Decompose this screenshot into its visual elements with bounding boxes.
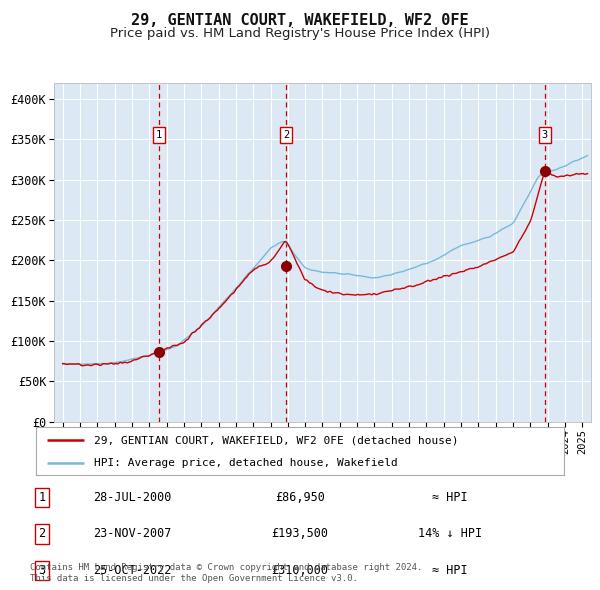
- Text: ≈ HPI: ≈ HPI: [432, 491, 468, 504]
- Text: HPI: Average price, detached house, Wakefield: HPI: Average price, detached house, Wake…: [94, 458, 398, 468]
- Text: Contains HM Land Registry data © Crown copyright and database right 2024.
This d: Contains HM Land Registry data © Crown c…: [30, 563, 422, 583]
- Text: 1: 1: [156, 130, 162, 140]
- Text: £193,500: £193,500: [271, 527, 329, 540]
- Text: 2: 2: [283, 130, 289, 140]
- Text: 3: 3: [541, 130, 548, 140]
- Text: ≈ HPI: ≈ HPI: [432, 564, 468, 577]
- Text: 29, GENTIAN COURT, WAKEFIELD, WF2 0FE: 29, GENTIAN COURT, WAKEFIELD, WF2 0FE: [131, 13, 469, 28]
- Text: 29, GENTIAN COURT, WAKEFIELD, WF2 0FE (detached house): 29, GENTIAN COURT, WAKEFIELD, WF2 0FE (d…: [94, 435, 458, 445]
- Text: 1: 1: [38, 491, 46, 504]
- Text: 23-NOV-2007: 23-NOV-2007: [93, 527, 171, 540]
- Text: Price paid vs. HM Land Registry's House Price Index (HPI): Price paid vs. HM Land Registry's House …: [110, 27, 490, 40]
- Text: £310,000: £310,000: [271, 564, 329, 577]
- Text: 3: 3: [38, 564, 46, 577]
- Text: 2: 2: [38, 527, 46, 540]
- Text: 28-JUL-2000: 28-JUL-2000: [93, 491, 171, 504]
- Text: 14% ↓ HPI: 14% ↓ HPI: [418, 527, 482, 540]
- Text: 25-OCT-2022: 25-OCT-2022: [93, 564, 171, 577]
- Text: £86,950: £86,950: [275, 491, 325, 504]
